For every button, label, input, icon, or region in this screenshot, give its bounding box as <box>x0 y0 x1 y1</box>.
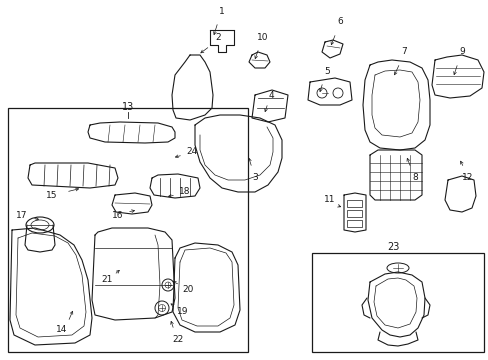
Text: 9: 9 <box>458 48 464 57</box>
Bar <box>346 200 361 207</box>
Text: 3: 3 <box>252 174 257 183</box>
Text: 2: 2 <box>215 33 221 42</box>
Bar <box>346 210 361 217</box>
Text: 10: 10 <box>257 33 268 42</box>
Bar <box>8 108 247 352</box>
Text: 24: 24 <box>186 148 197 157</box>
Text: 6: 6 <box>336 18 342 27</box>
Text: 19: 19 <box>177 307 188 316</box>
Text: 23: 23 <box>386 242 398 252</box>
Text: 13: 13 <box>122 102 134 112</box>
Bar <box>346 220 361 227</box>
Text: 14: 14 <box>56 325 67 334</box>
Text: 16: 16 <box>112 211 123 220</box>
Text: 12: 12 <box>461 174 473 183</box>
Text: 8: 8 <box>411 174 417 183</box>
Bar <box>311 253 483 352</box>
Text: 15: 15 <box>46 190 58 199</box>
Text: 18: 18 <box>179 188 190 197</box>
Text: 22: 22 <box>172 336 183 345</box>
Text: 7: 7 <box>400 48 406 57</box>
Text: 1: 1 <box>219 8 224 17</box>
Text: 20: 20 <box>182 285 193 294</box>
Text: 5: 5 <box>324 68 329 77</box>
Text: 21: 21 <box>101 275 112 284</box>
Text: 11: 11 <box>324 195 335 204</box>
Text: 4: 4 <box>267 90 273 99</box>
Text: 17: 17 <box>16 211 28 220</box>
